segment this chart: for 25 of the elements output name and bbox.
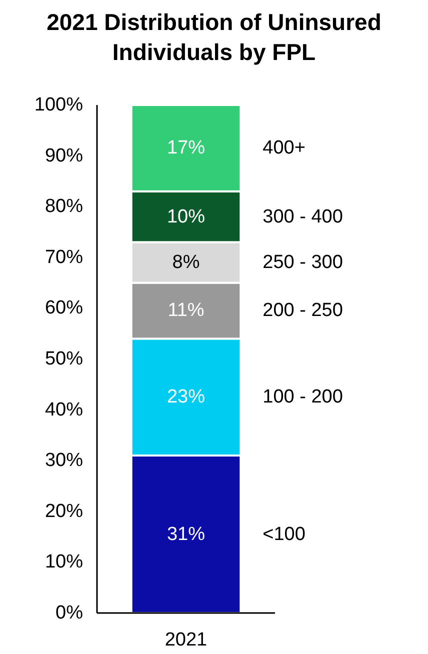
y-tick-label: 20% [44,500,84,522]
series-label: 400+ [262,138,306,159]
y-tick-label: 40% [44,399,84,420]
data-label: 8% [172,252,200,273]
series-label: 250 - 300 [262,252,343,273]
data-label: 17% [166,138,206,159]
y-tick-label: 60% [44,298,84,319]
chart-title: 2021 Distribution of Uninsured Individuals by FPL [46,9,382,65]
data-label: 31% [166,524,206,545]
y-tick-label: 70% [44,246,84,268]
series-label: 200 - 250 [262,300,343,322]
y-tick-label: 80% [44,196,84,218]
y-tick-label: 100% [34,94,84,116]
series-label: 300 - 400 [262,206,343,228]
data-label: 23% [166,386,206,408]
y-tick-label: 30% [44,450,84,472]
y-tick-label: 0% [56,602,84,624]
data-label: 11% [168,300,204,322]
y-tick-label: 90% [44,145,84,166]
series-label: <100 [262,524,306,545]
y-tick-label: 10% [44,552,84,573]
data-label: 10% [166,206,206,228]
series-label: 100 - 200 [262,386,343,408]
y-tick-label: 50% [44,348,84,370]
x-tick-label: 2021 [164,630,208,650]
